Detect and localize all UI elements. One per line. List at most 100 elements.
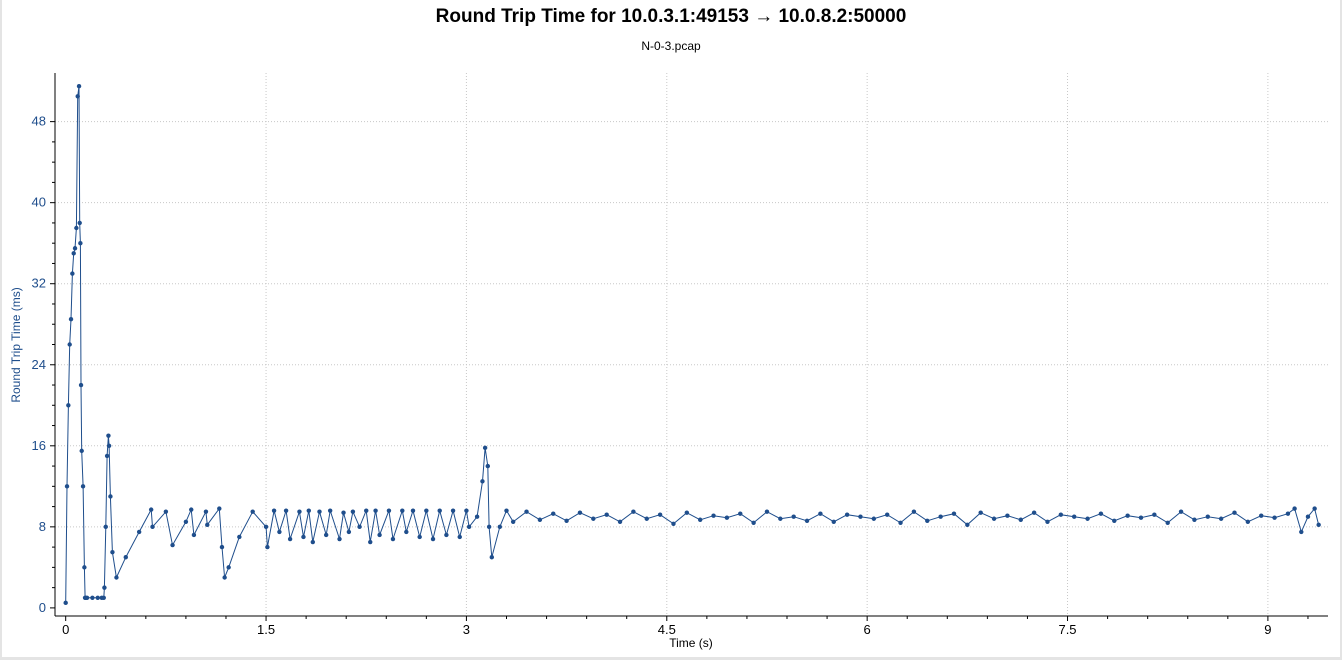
- data-point: [400, 508, 405, 513]
- data-point: [368, 539, 373, 545]
- y-tick-label: 16: [32, 438, 46, 453]
- y-tick-label: 48: [32, 114, 46, 129]
- x-tick-label: 0: [62, 622, 69, 637]
- data-point: [1232, 510, 1237, 515]
- data-point: [1138, 515, 1144, 520]
- data-point: [76, 83, 82, 89]
- data-point: [72, 246, 78, 251]
- data-point: [346, 529, 352, 535]
- data-point: [991, 516, 997, 521]
- grid-lines: [55, 73, 1328, 616]
- axes: [54, 73, 1328, 617]
- data-point: [310, 539, 316, 545]
- data-point: [170, 542, 175, 548]
- data-point: [183, 519, 189, 524]
- data-point: [486, 524, 492, 530]
- data-point: [79, 448, 84, 454]
- data-point: [818, 511, 823, 516]
- data-point: [791, 514, 796, 519]
- data-point: [1299, 529, 1304, 535]
- data-point: [417, 534, 422, 540]
- data-point: [110, 549, 115, 555]
- data-point: [844, 512, 850, 517]
- data-point: [1005, 513, 1010, 518]
- data-point: [301, 534, 306, 540]
- data-point: [66, 403, 71, 408]
- data-point: [84, 595, 90, 600]
- data-point: [697, 517, 703, 522]
- data-point: [1098, 511, 1104, 516]
- data-point: [778, 516, 783, 521]
- data-point: [327, 508, 333, 513]
- data-point: [108, 494, 113, 499]
- data-point: [1165, 520, 1170, 525]
- data-point: [386, 508, 392, 513]
- data-point: [106, 443, 112, 449]
- data-point: [250, 509, 255, 514]
- x-tick-label: 6: [864, 622, 871, 637]
- data-point: [911, 509, 917, 514]
- y-tick-label: 40: [32, 195, 46, 210]
- data-point: [466, 524, 472, 530]
- data-point: [1125, 513, 1130, 518]
- data-point: [504, 508, 509, 513]
- data-point: [1205, 514, 1210, 519]
- data-point: [537, 517, 543, 522]
- data-point: [68, 316, 74, 322]
- x-tick-label: 4.5: [658, 622, 676, 637]
- data-point: [604, 512, 609, 517]
- data-point: [1305, 514, 1311, 519]
- data-point: [71, 251, 76, 256]
- data-point: [364, 508, 369, 513]
- y-tick-label: 8: [39, 519, 46, 534]
- data-point: [671, 521, 676, 527]
- data-point: [474, 514, 480, 519]
- data-point: [67, 342, 72, 347]
- data-point: [551, 511, 556, 516]
- data-point: [1045, 519, 1050, 524]
- chart-title: Round Trip Time for 10.0.3.1:49153 → 10.…: [435, 6, 907, 27]
- data-point: [114, 575, 119, 580]
- data-point: [102, 585, 107, 590]
- data-point: [1112, 518, 1117, 523]
- data-point: [350, 509, 356, 514]
- data-point: [925, 518, 930, 523]
- data-point: [1085, 516, 1090, 521]
- data-point: [1018, 517, 1023, 522]
- data-point: [1316, 522, 1321, 528]
- data-point: [1152, 512, 1157, 517]
- data-point: [373, 508, 378, 513]
- data-point: [80, 484, 86, 489]
- data-point: [657, 512, 663, 517]
- data-point: [965, 522, 970, 528]
- data-point: [203, 509, 209, 514]
- data-point: [437, 508, 442, 513]
- data-point: [357, 524, 362, 530]
- data-point: [75, 94, 80, 99]
- data-point: [510, 519, 516, 524]
- data-point: [464, 508, 469, 513]
- data-point: [524, 509, 529, 514]
- data-point: [90, 595, 95, 600]
- data-point: [497, 524, 503, 530]
- data-point: [684, 510, 690, 515]
- data-point: [724, 515, 730, 520]
- data-point: [804, 518, 810, 523]
- data-point: [78, 382, 84, 388]
- data-point: [489, 555, 495, 560]
- data-point: [106, 433, 111, 438]
- x-axis-label: Time (s): [669, 636, 713, 650]
- data-point: [738, 511, 743, 516]
- data-point: [424, 508, 429, 513]
- data-point: [978, 510, 983, 515]
- data-point: [263, 524, 269, 530]
- data-point: [317, 509, 322, 514]
- data-point: [103, 524, 108, 530]
- data-point: [148, 507, 154, 512]
- data-point: [480, 479, 485, 484]
- data-point: [485, 463, 490, 469]
- data-point: [1058, 512, 1064, 517]
- data-point: [751, 520, 756, 525]
- chart-subtitle: N-0-3.pcap: [641, 39, 701, 53]
